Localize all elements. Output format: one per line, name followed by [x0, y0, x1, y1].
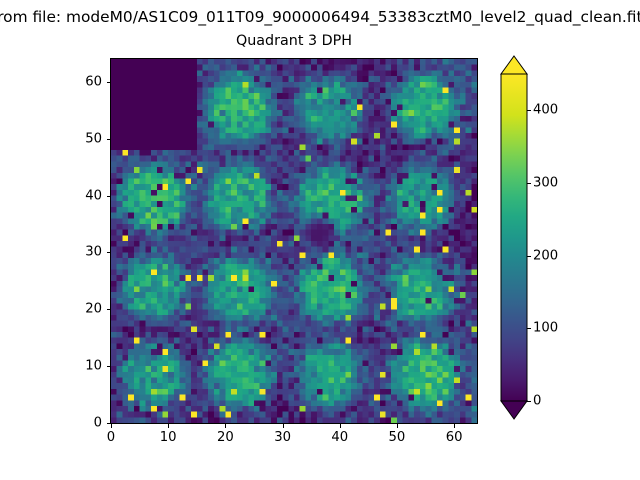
ytick-mark — [106, 81, 110, 83]
xtick-mark — [168, 424, 170, 428]
colorbar-tick-mark — [527, 183, 531, 184]
ytick-mark — [106, 195, 110, 197]
xtick-mark — [454, 424, 456, 428]
xtick-mark — [111, 424, 112, 428]
colorbar-tick-label: 400 — [533, 102, 559, 118]
colorbar-tick-label: 300 — [533, 175, 559, 191]
ytick-label: 40 — [85, 188, 102, 203]
colorbar-extend-top — [500, 55, 528, 75]
ytick-label: 50 — [85, 131, 102, 147]
colorbar-gradient[interactable] — [500, 52, 530, 432]
heatmap-image[interactable] — [111, 59, 477, 423]
figure-suptitle-text: From file: modeM0/AS1C09_011T09_90000064… — [0, 8, 640, 26]
ytick-mark — [106, 138, 110, 140]
colorbar-tick-label: 100 — [533, 320, 559, 336]
colorbar-body — [500, 73, 528, 402]
xtick-label: 0 — [106, 430, 116, 445]
xtick-mark — [396, 424, 398, 428]
heatmap-axes[interactable] — [110, 58, 478, 424]
ytick-label: 60 — [85, 74, 102, 90]
colorbar-tick-mark — [527, 328, 531, 330]
colorbar-tick-mark — [527, 401, 531, 402]
xtick-label: 60 — [445, 430, 463, 445]
ytick-label: 0 — [93, 415, 102, 431]
colorbar-extend-bottom — [500, 400, 528, 420]
ytick-label: 30 — [85, 244, 102, 260]
xtick-label: 10 — [159, 430, 177, 445]
ytick-mark — [106, 366, 110, 368]
colorbar-tick-label: 200 — [533, 248, 559, 264]
page-title: Quadrant 3 DPH — [235, 33, 353, 49]
xtick-mark — [225, 424, 227, 428]
xtick-label: 20 — [217, 430, 234, 445]
figure-suptitle: From file: modeM0/AS1C09_011T09_90000064… — [0, 6, 640, 28]
xtick-mark — [282, 424, 284, 428]
colorbar-tick-label: 0 — [533, 393, 542, 409]
ytick-label: 20 — [85, 301, 102, 317]
ytick-mark — [106, 309, 110, 311]
xtick-label: 50 — [388, 430, 406, 445]
xtick-mark — [339, 424, 341, 428]
ytick-mark — [106, 252, 110, 254]
xtick-label: 40 — [331, 430, 349, 445]
xtick-label: 30 — [274, 430, 291, 445]
ytick-label: 10 — [85, 358, 102, 374]
colorbar[interactable] — [500, 52, 530, 432]
colorbar-tick-mark — [527, 110, 531, 112]
ytick-mark — [106, 423, 110, 424]
colorbar-tick-mark — [527, 255, 531, 257]
